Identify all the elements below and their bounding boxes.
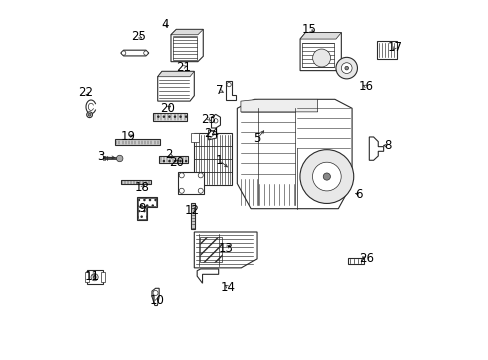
Text: 7: 7 [215, 84, 223, 97]
Text: 18: 18 [135, 181, 149, 194]
Bar [178, 172, 203, 194]
Bar [191, 203, 195, 229]
Text: 2: 2 [165, 148, 173, 161]
Circle shape [226, 82, 231, 87]
Text: 24: 24 [203, 127, 219, 140]
Text: 8: 8 [384, 139, 391, 152]
Bar [194, 134, 231, 185]
Bar [137, 207, 146, 220]
Circle shape [341, 63, 351, 73]
Polygon shape [368, 137, 383, 160]
Bar [199, 237, 221, 262]
Bar [191, 134, 198, 142]
Circle shape [93, 276, 96, 279]
Polygon shape [194, 232, 257, 268]
Text: 14: 14 [221, 281, 235, 294]
Text: 12: 12 [184, 204, 200, 217]
Text: 10: 10 [149, 294, 164, 307]
Circle shape [344, 66, 348, 70]
Text: 20: 20 [168, 156, 183, 168]
Text: 11: 11 [84, 270, 100, 283]
Text: 6: 6 [355, 188, 362, 201]
Polygon shape [300, 33, 341, 39]
Circle shape [312, 162, 341, 191]
Polygon shape [237, 99, 351, 209]
Bar [172, 37, 197, 60]
Circle shape [323, 173, 330, 180]
Circle shape [213, 119, 218, 123]
Bar [86, 270, 102, 284]
Text: 16: 16 [358, 80, 373, 93]
Bar [301, 42, 333, 67]
Text: 15: 15 [301, 23, 316, 36]
Text: 17: 17 [387, 41, 402, 54]
Text: 21: 21 [176, 60, 191, 73]
Bar [376, 41, 396, 59]
Polygon shape [197, 269, 218, 283]
Text: 4: 4 [161, 18, 168, 31]
Polygon shape [171, 30, 203, 35]
Polygon shape [158, 71, 194, 77]
Circle shape [88, 113, 91, 116]
Bar [121, 180, 151, 184]
Circle shape [86, 112, 92, 118]
Circle shape [299, 150, 353, 203]
Circle shape [143, 51, 148, 55]
Bar [85, 272, 88, 282]
Circle shape [198, 173, 203, 178]
Polygon shape [225, 81, 235, 100]
Polygon shape [241, 99, 317, 112]
Text: 5: 5 [253, 132, 260, 145]
Text: 23: 23 [201, 113, 216, 126]
Text: 26: 26 [358, 252, 373, 265]
Bar [153, 113, 187, 121]
Polygon shape [137, 197, 156, 220]
Circle shape [312, 49, 330, 67]
Text: 1: 1 [215, 154, 223, 167]
Circle shape [121, 51, 125, 55]
Circle shape [179, 173, 184, 178]
Bar [115, 139, 159, 145]
Polygon shape [171, 30, 203, 62]
Polygon shape [158, 71, 194, 101]
Text: 19: 19 [120, 130, 135, 144]
Polygon shape [300, 33, 341, 71]
Circle shape [335, 57, 357, 79]
Text: 13: 13 [219, 242, 234, 255]
Bar [101, 272, 104, 282]
Circle shape [116, 155, 122, 162]
Text: 20: 20 [160, 102, 175, 115]
Circle shape [179, 188, 184, 193]
Bar [348, 258, 363, 264]
Text: 25: 25 [131, 30, 146, 43]
Circle shape [153, 291, 158, 296]
Polygon shape [152, 288, 159, 306]
Polygon shape [211, 114, 220, 128]
Text: 22: 22 [79, 86, 93, 99]
Polygon shape [208, 130, 216, 140]
Bar [191, 176, 198, 185]
Text: 3: 3 [97, 150, 104, 163]
Circle shape [91, 274, 98, 281]
Circle shape [198, 188, 203, 193]
Text: 9: 9 [138, 202, 146, 215]
Bar [159, 156, 187, 163]
Bar [137, 198, 155, 206]
Polygon shape [121, 50, 148, 56]
